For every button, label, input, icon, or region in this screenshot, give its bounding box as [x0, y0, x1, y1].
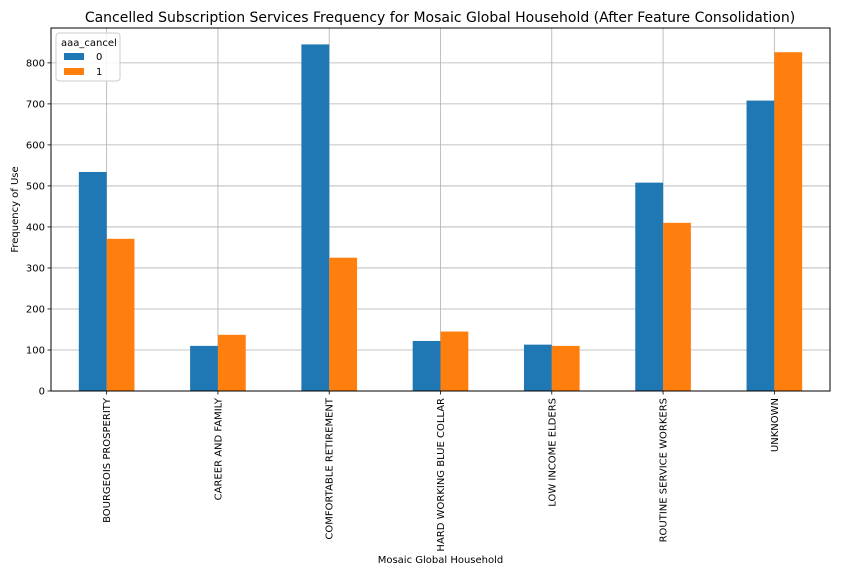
bar-series-1-routine-service-workers [663, 222, 691, 391]
bar-series-1-low-income-elders [551, 345, 580, 391]
bar-series-0-low-income-elders [523, 344, 552, 391]
bar-series-1-career-and-family [217, 334, 246, 391]
bars [78, 44, 803, 392]
legend: aaa_cancel 0 1 [55, 32, 121, 82]
bar-series-0-career-and-family [190, 345, 218, 391]
x-tick-label: CAREER AND FAMILY [213, 397, 224, 500]
y-tick-label: 200 [26, 304, 45, 315]
y-tick-label: 300 [26, 263, 45, 274]
legend-title: aaa_cancel [61, 38, 117, 49]
legend-entry-1: 1 [96, 67, 102, 78]
legend-swatch-0 [64, 53, 84, 60]
x-tick-label: ROUTINE SERVICE WORKERS [659, 398, 670, 542]
legend-swatch-1 [64, 68, 84, 75]
y-tick-label: 0 [39, 387, 45, 398]
y-tick-label: 100 [26, 345, 45, 356]
bar-series-0-bourgeois-prosperity [78, 171, 107, 391]
bar-series-1-comfortable-retirement [329, 257, 358, 391]
y-axis: 0 100 200 300 400 500 600 700 800 [26, 58, 51, 398]
x-tick-label: BOURGEOIS PROSPERITY [102, 397, 113, 523]
legend-entry-0: 0 [96, 52, 102, 63]
x-tick-label: COMFORTABLE RETIREMENT [325, 397, 336, 539]
y-tick-label: 400 [26, 222, 45, 233]
x-tick-label: UNKNOWN [770, 398, 781, 452]
y-tick-label: 800 [26, 58, 45, 69]
x-tick-label: LOW INCOME ELDERS [547, 398, 558, 507]
bar-series-0-hard-working-blue-collar [412, 340, 441, 391]
x-tick-label: HARD WORKING BLUE COLLAR [436, 398, 447, 552]
bar-series-1-hard-working-blue-collar [440, 331, 469, 391]
bar-series-0-comfortable-retirement [301, 44, 330, 392]
y-axis-label: Frequency of Use [10, 166, 21, 252]
bar-series-1-bourgeois-prosperity [106, 238, 135, 391]
bar-series-1-unknown [774, 52, 803, 391]
y-tick-label: 500 [26, 181, 45, 192]
x-axis-label: Mosaic Global Household [378, 555, 504, 566]
y-tick-label: 600 [26, 140, 45, 151]
bar-series-0-routine-service-workers [635, 182, 664, 391]
x-axis: BOURGEOIS PROSPERITY CAREER AND FAMILY COM… [102, 391, 781, 552]
y-tick-label: 700 [26, 99, 45, 110]
bar-series-0-unknown [746, 100, 775, 391]
chart-title: Cancelled Subscription Services Frequenc… [85, 10, 795, 26]
